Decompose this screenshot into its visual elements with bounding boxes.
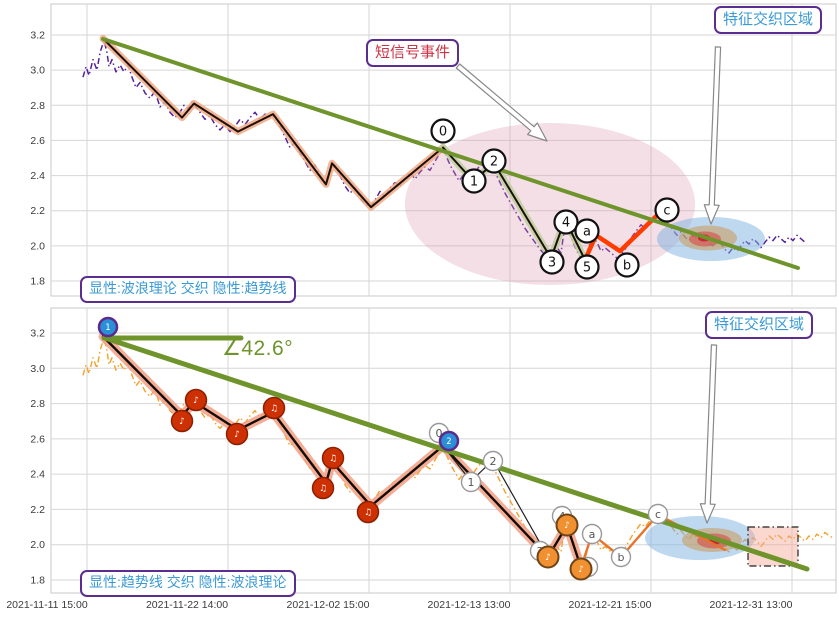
wave-marker xyxy=(97,316,119,338)
wave-marker-label: a xyxy=(583,225,591,240)
wave-line xyxy=(442,445,549,558)
trend-angle-label: ∠42.6° xyxy=(222,337,294,360)
y-tick-label: 2.8 xyxy=(30,100,45,112)
callout-arrow-icon xyxy=(703,46,722,225)
wave-marker-label: 0 xyxy=(436,427,443,440)
wave-line xyxy=(582,210,663,263)
wave-marker-label: c xyxy=(663,204,670,219)
wave-marker-label: 5 xyxy=(583,261,591,276)
wave-marker xyxy=(555,513,579,537)
wave-marker-label: ♪ xyxy=(564,521,570,531)
legend-box-top: 显性:波浪理论 交织 隐性:趋势线 xyxy=(80,276,296,303)
feature-region-label-top: 特征交织区域 xyxy=(714,6,823,34)
trend-line xyxy=(102,335,810,572)
wave-marker xyxy=(438,430,460,452)
x-tick-label: 2021-11-11 15:00 xyxy=(6,599,88,611)
x-tick-label: 2021-12-02 15:00 xyxy=(287,599,370,611)
wave-marker-label: 1 xyxy=(105,323,110,333)
y-tick-label: 2.6 xyxy=(30,135,45,147)
x-tick-label: 2021-12-13 13:00 xyxy=(428,599,511,611)
y-tick-label: 2.8 xyxy=(30,398,45,410)
panel-spine-top xyxy=(50,3,837,297)
wave-marker-label: ♫ xyxy=(364,508,372,518)
wave-marker-label: b xyxy=(618,551,625,564)
y-tick-label: 2.0 xyxy=(30,240,45,252)
wave-marker xyxy=(262,396,286,420)
wave-marker xyxy=(311,476,335,500)
y-tick-label: 1.8 xyxy=(30,276,45,288)
wave-marker xyxy=(184,388,208,412)
wave-marker-label: b xyxy=(623,259,631,274)
wave-marker xyxy=(610,546,632,568)
wave-marker xyxy=(574,254,600,280)
trend-line xyxy=(101,37,800,270)
y-tick-label: 1.8 xyxy=(30,575,45,587)
wave-marker-label: 2 xyxy=(490,455,497,468)
panel-spine-bottom xyxy=(50,307,837,594)
wave-marker xyxy=(170,409,194,433)
wave-marker xyxy=(574,218,600,244)
wave-marker xyxy=(647,503,669,525)
y-tick-label: 3.2 xyxy=(30,30,45,42)
wave-marker-label: ♪ xyxy=(545,553,551,563)
y-tick-label: 3.0 xyxy=(30,363,45,375)
wave-marker-label: 1 xyxy=(470,175,478,190)
wave-marker-label: ♪ xyxy=(234,430,240,440)
wave-marker-label: ♪ xyxy=(179,417,185,427)
y-tick-label: 2.2 xyxy=(30,205,45,217)
wave-marker-label: c xyxy=(655,508,661,521)
legend-box-bottom: 显性:趋势线 交织 隐性:波浪理论 xyxy=(80,570,296,597)
wave-marker xyxy=(356,500,380,524)
wave-marker xyxy=(614,252,640,278)
callout-arrow-icon xyxy=(455,63,548,142)
y-tick-label: 2.4 xyxy=(30,170,45,182)
wave-marker-label: ♪ xyxy=(578,565,584,575)
y-tick-label: 2.6 xyxy=(30,433,45,445)
wave-marker-label: 3 xyxy=(548,256,556,271)
wave-marker xyxy=(430,118,456,144)
feature-region-label-bottom: 特征交织区域 xyxy=(705,311,814,339)
y-tick-label: 2.2 xyxy=(30,504,45,516)
y-tick-label: 3.0 xyxy=(30,65,45,77)
wave-marker-label: ♫ xyxy=(329,454,337,464)
y-tick-label: 2.4 xyxy=(30,469,45,481)
y-tick-label: 2.0 xyxy=(30,539,45,551)
x-tick-label: 2021-12-21 15:00 xyxy=(569,599,652,611)
wave-marker xyxy=(553,209,579,235)
wave-marker-label: 1 xyxy=(468,476,475,489)
wave-marker-label: ♫ xyxy=(270,404,278,414)
wave-marker-label: 4 xyxy=(562,216,570,231)
wave-marker xyxy=(225,422,249,446)
x-tick-label: 2021-11-22 14:00 xyxy=(146,599,228,611)
wave-marker xyxy=(461,168,487,194)
wave-marker xyxy=(654,197,680,223)
wave-marker-label: 2 xyxy=(490,155,498,170)
wave-marker-label: 0 xyxy=(439,125,447,140)
y-tick-label: 3.2 xyxy=(30,328,45,340)
wave-marker xyxy=(482,450,504,472)
wave-marker xyxy=(581,523,603,545)
wave-marker-label: ♫ xyxy=(319,484,327,494)
wave-marker xyxy=(536,545,560,569)
x-tick-label: 2021-12-31 13:00 xyxy=(710,599,793,611)
wave-marker xyxy=(539,249,565,275)
wave-marker-label: 2 xyxy=(446,437,451,447)
signal-event-label: 短信号事件 xyxy=(366,39,460,67)
wave-marker xyxy=(569,557,593,581)
wave-marker-label: ♪ xyxy=(193,396,199,406)
wave-marker xyxy=(481,148,507,174)
wave-marker xyxy=(460,471,482,493)
wave-marker xyxy=(321,446,345,470)
wave-marker-label: a xyxy=(589,528,596,541)
wave-line xyxy=(102,37,444,209)
callout-arrow-icon xyxy=(699,344,718,524)
